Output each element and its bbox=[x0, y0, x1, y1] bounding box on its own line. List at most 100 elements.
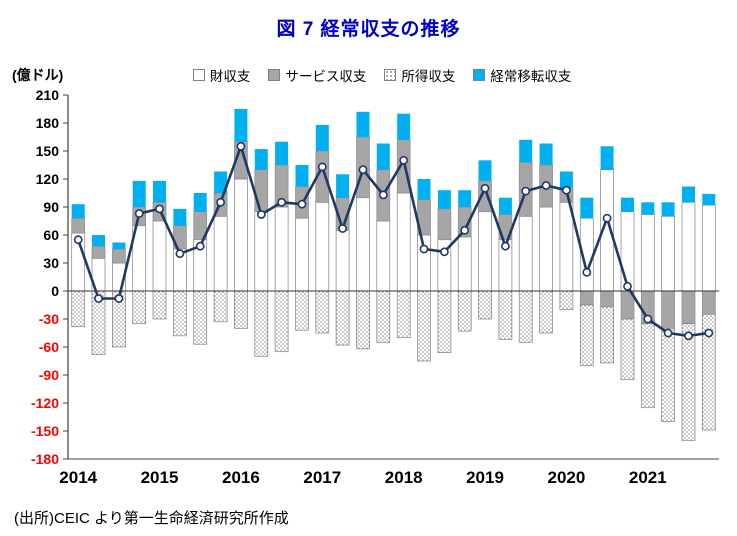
line-marker bbox=[236, 141, 246, 151]
bar-segment bbox=[621, 197, 634, 212]
x-year-label: 2019 bbox=[466, 468, 504, 487]
line-marker bbox=[358, 165, 368, 175]
bar-segment bbox=[234, 109, 248, 142]
bar-segment bbox=[417, 179, 431, 200]
bar-segment bbox=[518, 290, 533, 343]
line-marker bbox=[582, 267, 592, 277]
source-note: (出所)CEIC より第一生命経済研究所作成 bbox=[14, 510, 289, 527]
bar-segment bbox=[682, 186, 695, 203]
bar-segment bbox=[254, 211, 269, 292]
bar-segment bbox=[213, 290, 228, 323]
bar-segment bbox=[132, 290, 147, 325]
bar-segment bbox=[335, 229, 350, 292]
bar-segment bbox=[376, 290, 391, 343]
x-year-label: 2017 bbox=[303, 468, 341, 487]
bar-segment bbox=[173, 290, 187, 337]
bar-segment bbox=[91, 245, 106, 259]
bar-segment bbox=[661, 290, 675, 329]
bar-segment bbox=[397, 113, 411, 140]
line-marker bbox=[155, 204, 164, 214]
bar-segment bbox=[681, 201, 696, 292]
bar-segment bbox=[559, 290, 574, 311]
bar-segment bbox=[132, 180, 146, 207]
legend-label: 財収支 bbox=[209, 69, 251, 84]
bar-segment bbox=[356, 197, 370, 292]
bar-segment bbox=[457, 290, 472, 332]
bar-segment bbox=[478, 211, 492, 292]
legend-item: 財収支 bbox=[192, 65, 251, 85]
legend-label: 経常移転収支 bbox=[490, 69, 572, 84]
legend-item: 経常移転収支 bbox=[473, 65, 571, 85]
bar-segment bbox=[315, 201, 330, 292]
line-marker bbox=[663, 328, 673, 338]
bar-segment bbox=[498, 290, 513, 340]
line-marker bbox=[338, 224, 347, 233]
line-marker bbox=[541, 181, 551, 190]
bar-segment bbox=[71, 204, 85, 219]
line-marker bbox=[134, 209, 144, 218]
line-marker bbox=[256, 210, 266, 219]
bar-segment bbox=[234, 178, 248, 292]
bar-segment bbox=[112, 242, 126, 249]
y-tick-label: -60 bbox=[39, 339, 59, 355]
y-axis-unit-label: (億ドル) bbox=[12, 67, 64, 83]
x-year-label: 2021 bbox=[629, 468, 667, 487]
x-year-label: 2016 bbox=[222, 468, 260, 487]
legend-item: 所得収支 bbox=[384, 65, 455, 85]
bar-segment bbox=[702, 193, 716, 206]
bar-segment bbox=[274, 290, 289, 353]
bar-segment bbox=[153, 180, 166, 203]
bar-segment bbox=[600, 306, 614, 364]
bar-segment bbox=[71, 217, 86, 234]
line-marker bbox=[623, 281, 632, 291]
line-marker bbox=[704, 328, 714, 338]
y-tick-label: 180 bbox=[36, 115, 60, 131]
y-tick-label: 90 bbox=[43, 199, 59, 215]
bar-segment bbox=[498, 197, 512, 215]
bar-segment bbox=[559, 171, 573, 189]
chart-legend: 財収支 サービス収支 所得収支 経常移転収支 bbox=[192, 65, 571, 85]
bar-segment bbox=[315, 290, 330, 334]
bar-segment bbox=[214, 171, 228, 193]
line-marker bbox=[521, 186, 531, 196]
x-year-label: 2018 bbox=[385, 468, 423, 487]
bar-segment bbox=[193, 290, 208, 345]
bar-segment bbox=[620, 318, 635, 381]
bar-segment bbox=[274, 206, 289, 292]
bar-segment bbox=[356, 290, 370, 350]
bar-segment bbox=[254, 169, 269, 213]
bar-segment bbox=[396, 290, 411, 339]
line-marker bbox=[94, 294, 103, 303]
bar-segment bbox=[579, 290, 594, 306]
line-marker bbox=[419, 244, 429, 254]
bar-segment bbox=[539, 143, 553, 165]
bar-segment bbox=[437, 190, 451, 209]
bar-segment bbox=[518, 215, 533, 292]
y-tick-label: -180 bbox=[31, 451, 59, 467]
bar-segment bbox=[681, 290, 696, 325]
bar-segment bbox=[701, 204, 716, 292]
bar-segment bbox=[71, 290, 86, 327]
bar-segment bbox=[580, 197, 594, 219]
line-marker bbox=[684, 331, 693, 341]
y-tick-label: 210 bbox=[36, 87, 60, 103]
line-marker bbox=[175, 249, 185, 259]
bar-segment bbox=[701, 313, 716, 431]
legend-item: サービス収支 bbox=[268, 65, 366, 85]
line-marker bbox=[277, 197, 286, 207]
bar-segment bbox=[376, 143, 390, 170]
bar-segment bbox=[458, 190, 472, 207]
y-tick-label: -150 bbox=[31, 423, 59, 439]
legend-label: サービス収支 bbox=[285, 69, 367, 84]
bar-segment bbox=[539, 206, 553, 292]
y-tick-label: 30 bbox=[43, 255, 59, 271]
bar-segment bbox=[295, 165, 309, 187]
line-marker bbox=[643, 314, 653, 324]
line-marker bbox=[562, 185, 571, 195]
line-marker bbox=[439, 247, 449, 257]
bar-segment bbox=[641, 202, 655, 215]
bar-segment bbox=[701, 290, 716, 315]
chart-canvas: 210 180 150 120 90 60 30 0 -30 -60 -90 -120 -150 -180… bbox=[31, 87, 719, 487]
chart-header-row: (億ドル) 財収支 サービス収支 所得収支 経常移転収支 bbox=[12, 65, 729, 85]
bar-segment bbox=[213, 215, 228, 292]
